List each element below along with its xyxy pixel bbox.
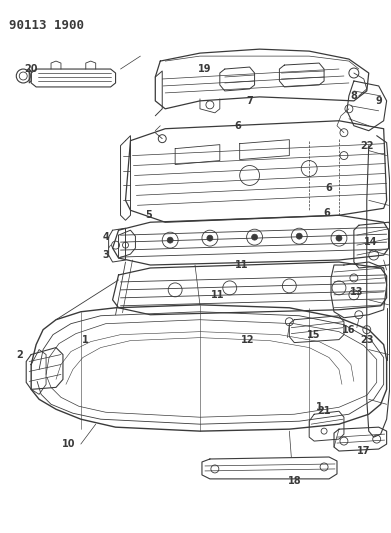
Text: 15: 15 (307, 329, 321, 340)
Text: 90113 1900: 90113 1900 (9, 19, 84, 33)
Text: 11: 11 (211, 290, 224, 300)
Text: 22: 22 (360, 141, 373, 151)
Text: 14: 14 (364, 237, 377, 247)
Circle shape (167, 237, 173, 243)
Circle shape (336, 235, 342, 241)
Text: 10: 10 (62, 439, 75, 449)
Text: 20: 20 (24, 64, 38, 74)
Text: 23: 23 (360, 335, 373, 345)
Text: 18: 18 (287, 476, 301, 486)
Text: 5: 5 (145, 210, 152, 220)
Circle shape (296, 233, 302, 239)
Text: 21: 21 (317, 406, 331, 416)
Text: 16: 16 (342, 325, 356, 335)
Text: 6: 6 (326, 183, 332, 193)
Text: 1: 1 (83, 335, 89, 345)
Text: 1: 1 (316, 402, 323, 412)
Text: 6: 6 (324, 208, 330, 219)
Circle shape (251, 234, 258, 240)
Text: 19: 19 (198, 64, 212, 74)
Text: 11: 11 (235, 260, 248, 270)
Text: 4: 4 (102, 232, 109, 242)
Text: 12: 12 (241, 335, 255, 345)
Text: 9: 9 (375, 96, 382, 106)
Text: 13: 13 (350, 287, 364, 297)
Text: 2: 2 (16, 350, 23, 360)
Text: 3: 3 (102, 250, 109, 260)
Text: 17: 17 (357, 446, 371, 456)
Text: 6: 6 (234, 121, 241, 131)
Text: 8: 8 (350, 91, 357, 101)
Circle shape (207, 235, 213, 241)
Text: 7: 7 (246, 96, 253, 106)
